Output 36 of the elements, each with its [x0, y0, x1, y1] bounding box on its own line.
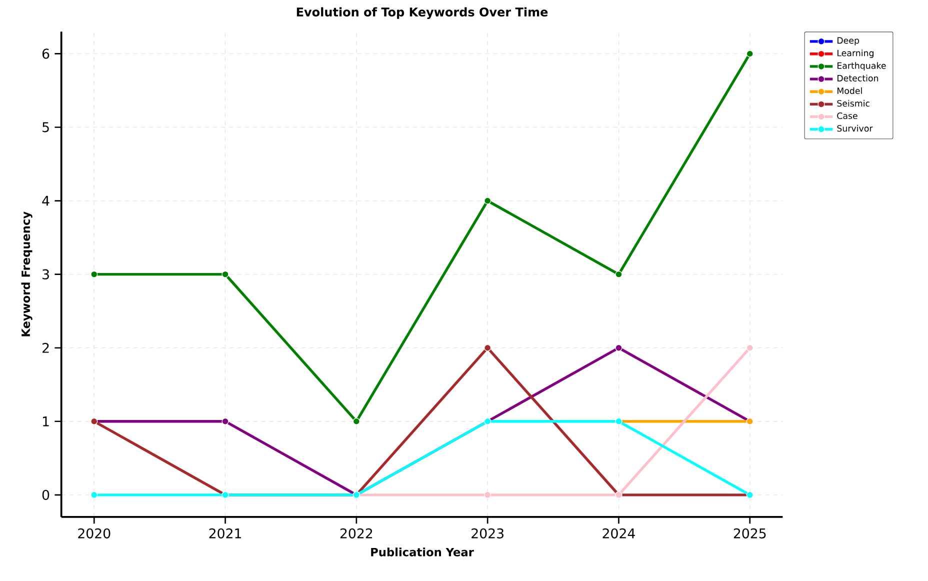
point [746, 50, 754, 58]
legend-label: Model [838, 87, 862, 94]
point [615, 270, 622, 278]
x-tick-label: 2021 [209, 528, 242, 538]
legend-label: Earthquake [838, 62, 886, 71]
y-tick-label: 6 [42, 48, 50, 59]
x-tick-label: 2024 [602, 528, 635, 538]
y-tick-label: 2 [42, 342, 49, 353]
point [352, 418, 360, 425]
legend-label: Deep [838, 37, 860, 46]
point [222, 418, 229, 425]
legend-label: Survivor [837, 124, 873, 132]
point [90, 270, 98, 278]
y-tick-label: 4 [42, 196, 50, 206]
point [222, 270, 229, 278]
point [90, 491, 98, 498]
legend-label: Seismic [837, 100, 870, 107]
point [484, 197, 492, 204]
legend-label: Case [837, 112, 858, 120]
y-tick-label: 0 [42, 490, 50, 500]
point [484, 344, 492, 352]
x-tick-label: 2020 [78, 528, 110, 538]
point [746, 344, 754, 352]
chart-title: Evolution of Top Keywords Over Time [296, 7, 548, 19]
x-tick-label: 2022 [340, 528, 372, 538]
y-tick-label: 3 [42, 269, 49, 280]
legend-label: Learning [838, 50, 874, 58]
legend-label: Detection [838, 74, 878, 82]
x-tick-label: 2023 [472, 528, 504, 538]
y-tick-label: 1 [42, 416, 49, 426]
y-tick-label: 5 [42, 122, 49, 132]
x-tick-label: 2025 [734, 528, 766, 538]
y-axis-title: Keyword Frequency [21, 212, 32, 336]
point [615, 344, 622, 352]
point [484, 491, 492, 498]
x-axis-title: Publication Year [371, 548, 474, 556]
